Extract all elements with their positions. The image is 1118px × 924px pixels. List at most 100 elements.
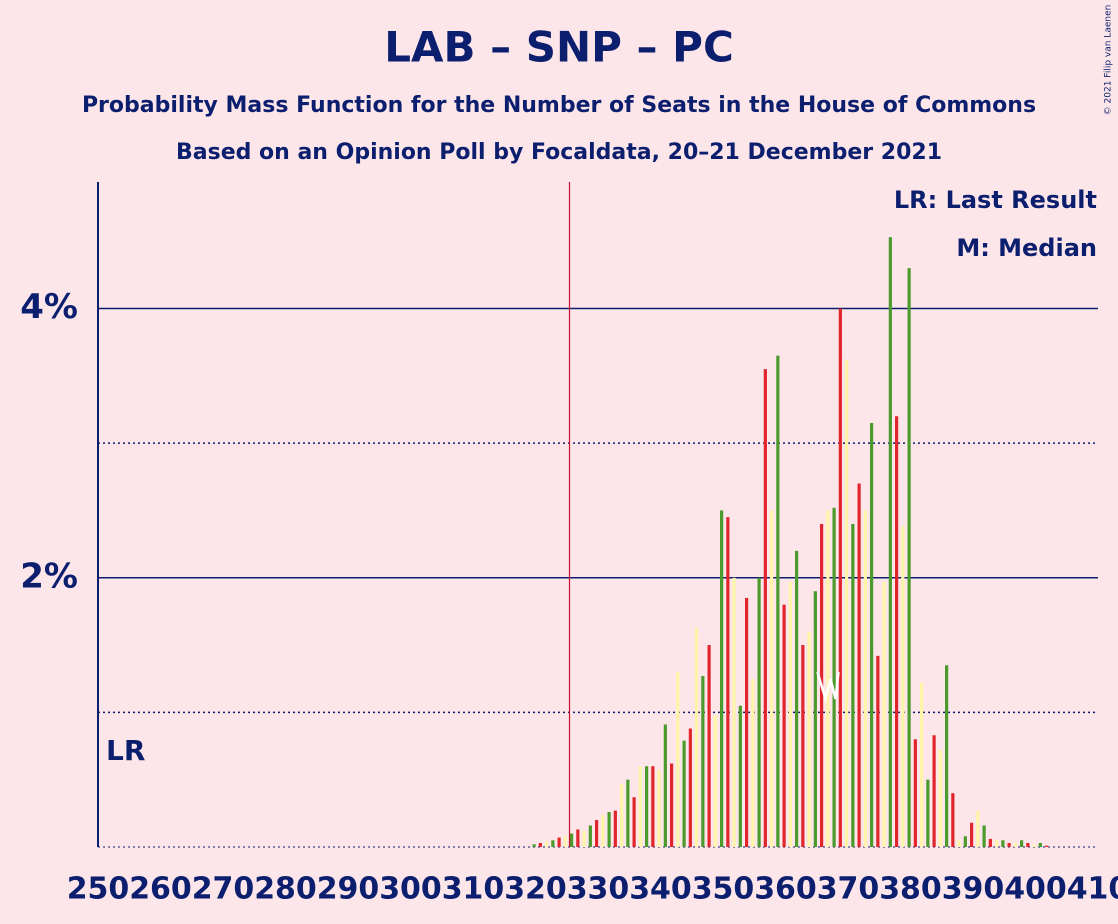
bar (813, 591, 817, 847)
bar (570, 833, 574, 847)
bar (832, 507, 836, 847)
bar (795, 550, 799, 847)
bar (788, 581, 792, 847)
last-result-label: LR (106, 734, 145, 767)
bar (695, 627, 699, 847)
bar (657, 770, 661, 847)
bar (907, 268, 911, 848)
bar (938, 750, 942, 847)
bar (595, 820, 599, 847)
bar (913, 739, 917, 847)
x-tick-label: 310 (442, 872, 505, 907)
x-tick-label: 390 (942, 872, 1005, 907)
bar (988, 838, 992, 847)
bar (757, 577, 761, 847)
bar (863, 510, 867, 847)
bar (638, 766, 642, 847)
x-tick-label: 370 (817, 872, 880, 907)
bar (601, 814, 605, 847)
bar (626, 779, 630, 847)
bar (1001, 840, 1005, 847)
bar (713, 715, 717, 847)
bar (957, 840, 961, 847)
bar (732, 577, 736, 847)
bar (776, 355, 780, 847)
bar (901, 526, 905, 847)
bar (551, 840, 555, 847)
bar (651, 766, 655, 847)
bar (738, 705, 742, 847)
bar (563, 836, 567, 847)
y-tick-label: 2% (20, 556, 78, 596)
x-tick-label: 250 (67, 872, 130, 907)
bar (807, 631, 811, 847)
x-tick-label: 300 (379, 872, 442, 907)
bar (645, 766, 649, 847)
bar (751, 678, 755, 847)
bar (876, 655, 880, 847)
bar (826, 510, 830, 847)
bar (538, 842, 542, 847)
bar (670, 763, 674, 847)
bar (1026, 842, 1030, 847)
bar (857, 483, 861, 847)
bar (970, 822, 974, 847)
x-tick-label: 330 (567, 872, 630, 907)
bar (1020, 840, 1024, 847)
chart-subtitle: Probability Mass Function for the Number… (82, 93, 1036, 118)
bar (532, 844, 536, 847)
bar (701, 676, 705, 847)
bar (632, 797, 636, 847)
x-tick-label: 380 (879, 872, 942, 907)
x-tick-label: 350 (692, 872, 755, 907)
bar (1007, 842, 1011, 847)
bar (620, 783, 624, 847)
bar (676, 672, 680, 847)
legend-entry: LR: Last Result (894, 186, 1097, 214)
bar (920, 682, 924, 847)
bar (726, 517, 730, 847)
bar (782, 604, 786, 847)
bar (1038, 842, 1042, 847)
bar (838, 308, 842, 847)
bar (932, 735, 936, 847)
bar (976, 810, 980, 847)
bar (688, 728, 692, 847)
bar (845, 359, 849, 847)
x-tick-label: 360 (754, 872, 817, 907)
chart-subtitle: Based on an Opinion Poll by Focaldata, 2… (176, 140, 942, 165)
chart-title: LAB – SNP – PC (384, 23, 734, 72)
bar (607, 812, 611, 847)
x-tick-label: 340 (629, 872, 692, 907)
bar (745, 597, 749, 847)
bar (576, 829, 580, 847)
bar (763, 369, 767, 847)
x-tick-label: 280 (254, 872, 317, 907)
bar (982, 825, 986, 847)
bar (720, 510, 724, 847)
x-tick-label: 320 (504, 872, 567, 907)
x-tick-label: 400 (1004, 872, 1067, 907)
median-marker (816, 671, 840, 704)
bar (801, 645, 805, 847)
bar (995, 840, 999, 847)
bar (1045, 845, 1049, 847)
bar (663, 724, 667, 847)
bar (888, 237, 892, 847)
x-tick-label: 270 (192, 872, 255, 907)
x-tick-label: 290 (317, 872, 380, 907)
bar (882, 581, 886, 847)
bar (682, 740, 686, 847)
bar (545, 841, 549, 847)
bar (945, 665, 949, 847)
bar (770, 510, 774, 847)
bar (582, 830, 586, 847)
bar (707, 645, 711, 847)
legend-entry: M: Median (956, 234, 1097, 262)
bar (588, 825, 592, 847)
bar (557, 837, 561, 847)
bar (613, 810, 617, 847)
copyright: © 2021 Filip van Laenen (1104, 5, 1114, 116)
